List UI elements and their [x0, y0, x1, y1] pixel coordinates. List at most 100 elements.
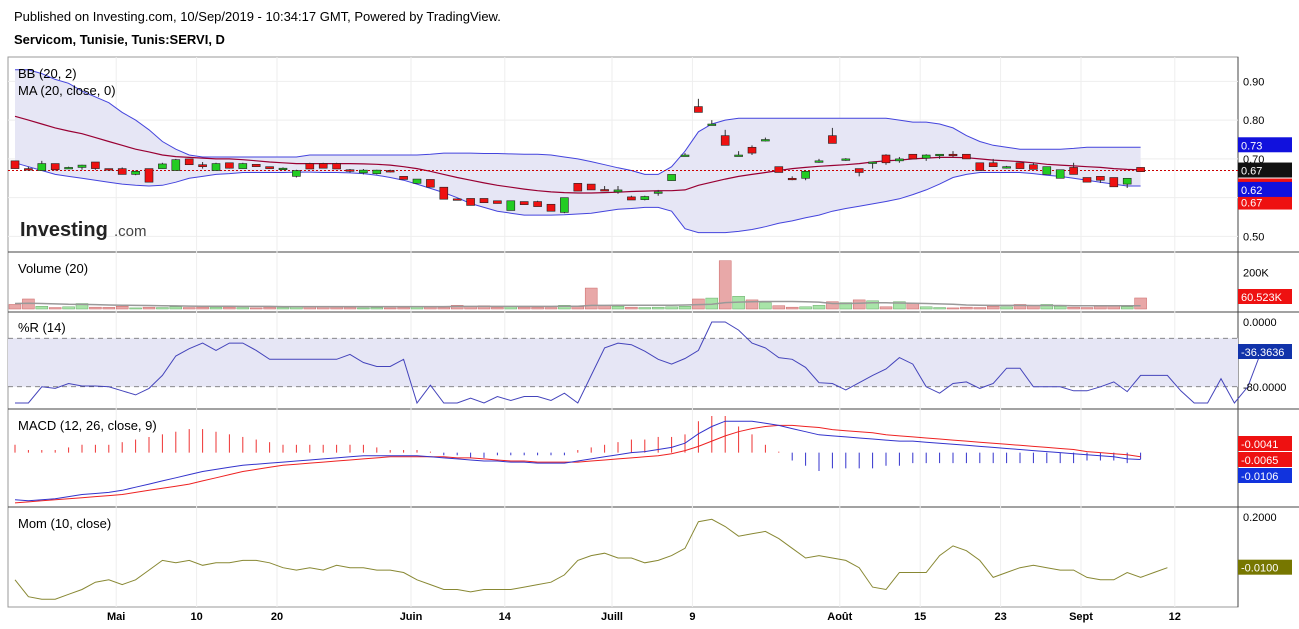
volume-bar-84 — [1134, 297, 1147, 310]
macd-badge-1: -0.0065 — [1241, 455, 1278, 467]
candle-7 — [104, 168, 114, 171]
bb-title: BB (20, 2) — [18, 66, 77, 81]
volume-bar-63 — [852, 299, 866, 310]
volume-bar-74 — [1000, 306, 1013, 310]
candle-43 — [586, 183, 596, 191]
candle-35 — [479, 198, 489, 204]
volume-bar-39 — [531, 307, 544, 310]
candle-79 — [1069, 167, 1078, 175]
volume-bar-48 — [651, 306, 665, 310]
price-badge-1: 0.67 — [1241, 166, 1262, 178]
candle-55 — [747, 146, 757, 154]
candle-4 — [64, 167, 73, 170]
williams-r-line — [15, 321, 1262, 405]
macd-signal-line — [14, 424, 1141, 504]
candle-25 — [345, 169, 355, 172]
bollinger-band-fill — [15, 69, 1141, 233]
volume-bar-78 — [1053, 306, 1067, 310]
volume-bar-13 — [182, 307, 196, 310]
bollinger-lower-line — [14, 162, 1141, 234]
volume-bar-50 — [678, 306, 692, 310]
volume-bar-75 — [1013, 304, 1027, 310]
candle-64 — [868, 161, 877, 164]
volume-bar-80 — [1080, 307, 1094, 310]
candle-73 — [988, 162, 998, 167]
x-tick-label-10: Sept — [1069, 611, 1093, 623]
volume-bar-53 — [718, 260, 732, 310]
candle-75 — [1015, 162, 1025, 169]
price-badge-4: 0.62 — [1241, 185, 1262, 197]
williams-r-tick-0: 0.0000 — [1243, 317, 1277, 329]
candle-70 — [948, 153, 958, 157]
x-tick-label-5: Juill — [601, 611, 623, 623]
williams-r-title: %R (14) — [18, 320, 66, 335]
volume-bar-60 — [812, 305, 826, 310]
candle-83 — [1122, 177, 1132, 185]
williams-r-band — [8, 338, 1238, 387]
x-tick-label-7: Août — [827, 611, 852, 623]
volume-bar-62 — [839, 302, 853, 310]
macd-badge-2: -0.0106 — [1241, 471, 1278, 483]
volume-bar-42 — [571, 306, 585, 310]
macd-badge-0: -0.0041 — [1241, 439, 1278, 451]
volume-bar-27 — [370, 307, 384, 310]
volume-bar-8 — [115, 306, 129, 310]
volume-bar-19 — [263, 307, 276, 310]
volume-bar-41 — [558, 305, 571, 310]
candle-49 — [667, 174, 676, 181]
williams-r-badge-bg — [1238, 344, 1292, 359]
volume-bar-38 — [517, 306, 531, 310]
candle-33 — [452, 198, 462, 201]
bollinger-upper-line — [15, 69, 1141, 175]
macd-badge-1-bg — [1238, 452, 1292, 467]
candle-58 — [787, 177, 797, 181]
candle-66 — [895, 158, 904, 162]
candle-62 — [841, 158, 851, 161]
momentum-badge: -0.0100 — [1241, 563, 1278, 575]
x-tick-label-6: 9 — [689, 611, 695, 623]
volume-bar-7 — [102, 307, 116, 310]
price-badge-3: 0.67 — [1241, 198, 1262, 210]
candle-53 — [720, 135, 730, 146]
volume-bar-5 — [75, 303, 89, 310]
volume-bar-67 — [906, 303, 920, 310]
candle-29 — [399, 176, 408, 180]
price-tick-1: 0.80 — [1243, 115, 1264, 127]
volume-bar-0 — [8, 304, 22, 310]
candle-2 — [37, 163, 47, 171]
williams-r-badge: -36.3636 — [1241, 347, 1284, 359]
volume-bar-58 — [785, 306, 799, 310]
candle-8 — [117, 168, 127, 175]
svg-text:.com: .com — [114, 223, 147, 240]
momentum-line — [14, 518, 1168, 600]
volume-bar-26 — [357, 307, 370, 310]
candle-80 — [1082, 177, 1092, 183]
candle-3 — [50, 163, 60, 171]
williams-r-tick-1: -80.0000 — [1243, 382, 1286, 394]
price-tick-0: 0.90 — [1243, 76, 1264, 88]
candle-22 — [305, 163, 315, 170]
volume-bar-15 — [209, 307, 223, 310]
volume-bar-46 — [625, 306, 638, 310]
volume-bar-72 — [973, 307, 987, 310]
volume-title: Volume (20) — [18, 261, 88, 276]
x-tick-label-1: 10 — [190, 611, 202, 623]
candle-18 — [251, 164, 261, 167]
candle-28 — [385, 170, 395, 173]
volume-bar-14 — [196, 306, 209, 310]
x-tick-label-8: 15 — [914, 611, 926, 623]
volume-bar-68 — [919, 306, 933, 310]
volume-bar-29 — [397, 307, 410, 310]
volume-bar-81 — [1094, 306, 1107, 310]
candle-52 — [707, 123, 717, 126]
momentum-tick-0: 0.2000 — [1243, 512, 1277, 524]
candle-48 — [653, 191, 663, 194]
volume-bar-36 — [491, 307, 504, 310]
candle-78 — [1055, 169, 1065, 179]
investing-logo: Investing .com — [20, 219, 147, 241]
candle-34 — [466, 198, 475, 206]
volume-bar-59 — [799, 306, 812, 310]
volume-bar-57 — [772, 305, 786, 310]
x-tick-label-9: 23 — [994, 611, 1006, 623]
volume-bar-61 — [826, 301, 839, 310]
